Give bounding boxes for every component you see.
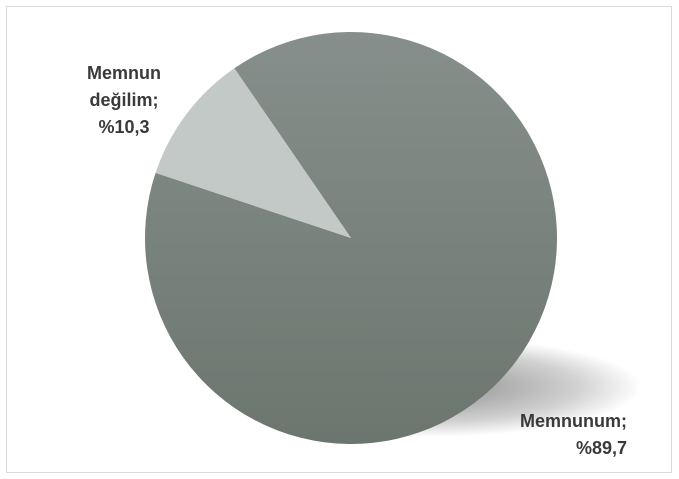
pie-slice-0 (144, 32, 558, 445)
slice-label-1: Memnun değilim; %10,3 (87, 63, 161, 137)
slice-label-line: %89,7 (576, 438, 627, 458)
pie-chart: Memnunum; %89,7 Memnun değilim; %10,3 (87, 32, 642, 458)
slice-label-line: değilim; (89, 90, 158, 110)
slice-label-line: Memnunum; (520, 411, 627, 431)
pie-slices (144, 32, 558, 445)
pie-labels: Memnunum; %89,7 Memnun değilim; %10,3 (87, 63, 627, 458)
slice-label-line: %10,3 (98, 117, 149, 137)
chart-frame: Memnunum; %89,7 Memnun değilim; %10,3 (6, 6, 672, 473)
slice-label-0: Memnunum; %89,7 (520, 411, 627, 458)
pie-slice-1 (155, 68, 351, 238)
slice-label-line: Memnun (87, 63, 161, 83)
